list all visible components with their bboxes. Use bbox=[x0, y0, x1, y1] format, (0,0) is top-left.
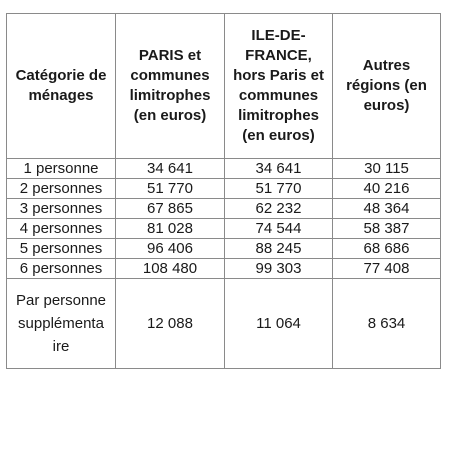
household-category-cell: 3 personnes bbox=[6, 198, 116, 219]
paris-value-cell: 67 865 bbox=[115, 198, 225, 219]
paris-value-cell: 51 770 bbox=[115, 178, 225, 199]
idf-value-cell: 74 544 bbox=[224, 218, 333, 239]
header-household-category: Catégorie de ménages bbox=[6, 13, 116, 159]
paris-value-cell: 96 406 bbox=[115, 238, 225, 259]
table-row: 2 personnes 51 770 51 770 40 216 bbox=[6, 178, 441, 199]
paris-value-cell: 34 641 bbox=[115, 158, 225, 179]
household-category-cell: 2 personnes bbox=[6, 178, 116, 199]
paris-value-cell: 81 028 bbox=[115, 218, 225, 239]
table-row: 6 personnes 108 480 99 303 77 408 bbox=[6, 258, 441, 279]
idf-value-cell: 34 641 bbox=[224, 158, 333, 179]
table-row: 1 personne 34 641 34 641 30 115 bbox=[6, 158, 441, 179]
household-category-cell: 6 personnes bbox=[6, 258, 116, 279]
table-row: Par personne supplémenta ire 12 088 11 0… bbox=[6, 278, 441, 369]
idf-value-cell: 51 770 bbox=[224, 178, 333, 199]
other-regions-value-cell: 8 634 bbox=[332, 278, 441, 369]
other-regions-value-cell: 40 216 bbox=[332, 178, 441, 199]
idf-value-cell: 88 245 bbox=[224, 238, 333, 259]
other-regions-value-cell: 30 115 bbox=[332, 158, 441, 179]
header-ile-de-france: ILE-DE- FRANCE, hors Paris et communes l… bbox=[224, 13, 333, 159]
table-row: 5 personnes 96 406 88 245 68 686 bbox=[6, 238, 441, 259]
other-regions-value-cell: 58 387 bbox=[332, 218, 441, 239]
other-regions-value-cell: 68 686 bbox=[332, 238, 441, 259]
table-row: 3 personnes 67 865 62 232 48 364 bbox=[6, 198, 441, 219]
income-ceiling-table: Catégorie de ménages PARIS et communes l… bbox=[6, 13, 441, 369]
household-category-cell: 1 personne bbox=[6, 158, 116, 179]
idf-value-cell: 11 064 bbox=[224, 278, 333, 369]
idf-value-cell: 62 232 bbox=[224, 198, 333, 219]
other-regions-value-cell: 48 364 bbox=[332, 198, 441, 219]
household-category-cell: Par personne supplémenta ire bbox=[6, 278, 116, 369]
paris-value-cell: 108 480 bbox=[115, 258, 225, 279]
idf-value-cell: 99 303 bbox=[224, 258, 333, 279]
other-regions-value-cell: 77 408 bbox=[332, 258, 441, 279]
household-category-cell: 5 personnes bbox=[6, 238, 116, 259]
table-header-row: Catégorie de ménages PARIS et communes l… bbox=[6, 13, 441, 159]
table-row: 4 personnes 81 028 74 544 58 387 bbox=[6, 218, 441, 239]
header-paris: PARIS et communes limitrophes (en euros) bbox=[115, 13, 225, 159]
paris-value-cell: 12 088 bbox=[115, 278, 225, 369]
header-other-regions: Autres régions (en euros) bbox=[332, 13, 441, 159]
household-category-cell: 4 personnes bbox=[6, 218, 116, 239]
